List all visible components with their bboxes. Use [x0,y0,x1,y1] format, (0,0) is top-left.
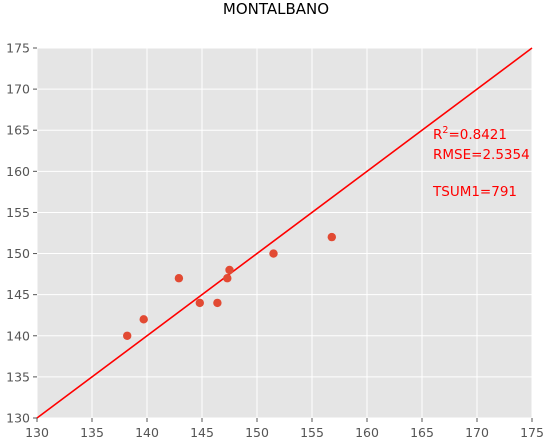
x-tick-label: 160 [355,425,379,440]
x-tick-label: 145 [190,425,214,440]
data-point [269,249,278,258]
x-tick-label: 170 [465,425,489,440]
data-point [223,274,232,283]
data-points [123,232,336,340]
y-tick-label: 135 [6,369,30,384]
chart-title: MONTALBANO [223,0,329,18]
data-point [195,298,204,308]
y-tick-label: 175 [6,41,30,56]
x-tick-label: 150 [245,425,269,440]
data-point [139,315,148,324]
x-tick-label: 130 [25,425,49,440]
reference-line-layer [36,47,533,419]
x-tick-label: 140 [135,425,159,440]
y-tick-label: 170 [6,82,30,97]
one-to-one-line [36,47,533,419]
r2-label: R [433,127,442,143]
y-tick-label: 145 [6,287,30,302]
data-point [123,331,132,340]
y-tick-label: 130 [6,411,30,426]
r2-value: =0.8421 [448,127,507,143]
x-tick-label: 155 [300,425,324,440]
y-tick-label: 165 [6,123,30,138]
r2-superscript: 2 [442,125,448,136]
data-point [225,265,234,275]
data-point [174,274,184,283]
data-point [327,232,336,242]
y-tick-label: 150 [6,246,30,261]
tsum-annotation: TSUM1=791 [432,184,517,200]
y-tick-label: 155 [6,205,30,220]
x-tick-label: 165 [410,425,434,440]
y-tick-label: 140 [6,328,30,343]
rmse-annotation: RMSE=2.5354 [433,147,530,163]
x-tick-label: 175 [520,425,544,440]
x-tick-label: 135 [80,425,104,440]
grid-lines [36,47,533,419]
axis-ticks: 130 135 140 145 150 155 160 165 170 175 130 135 140 1… [6,41,544,441]
data-point [213,298,222,308]
r2-annotation: R2=0.8421 [433,125,507,143]
y-tick-label: 160 [6,164,30,179]
